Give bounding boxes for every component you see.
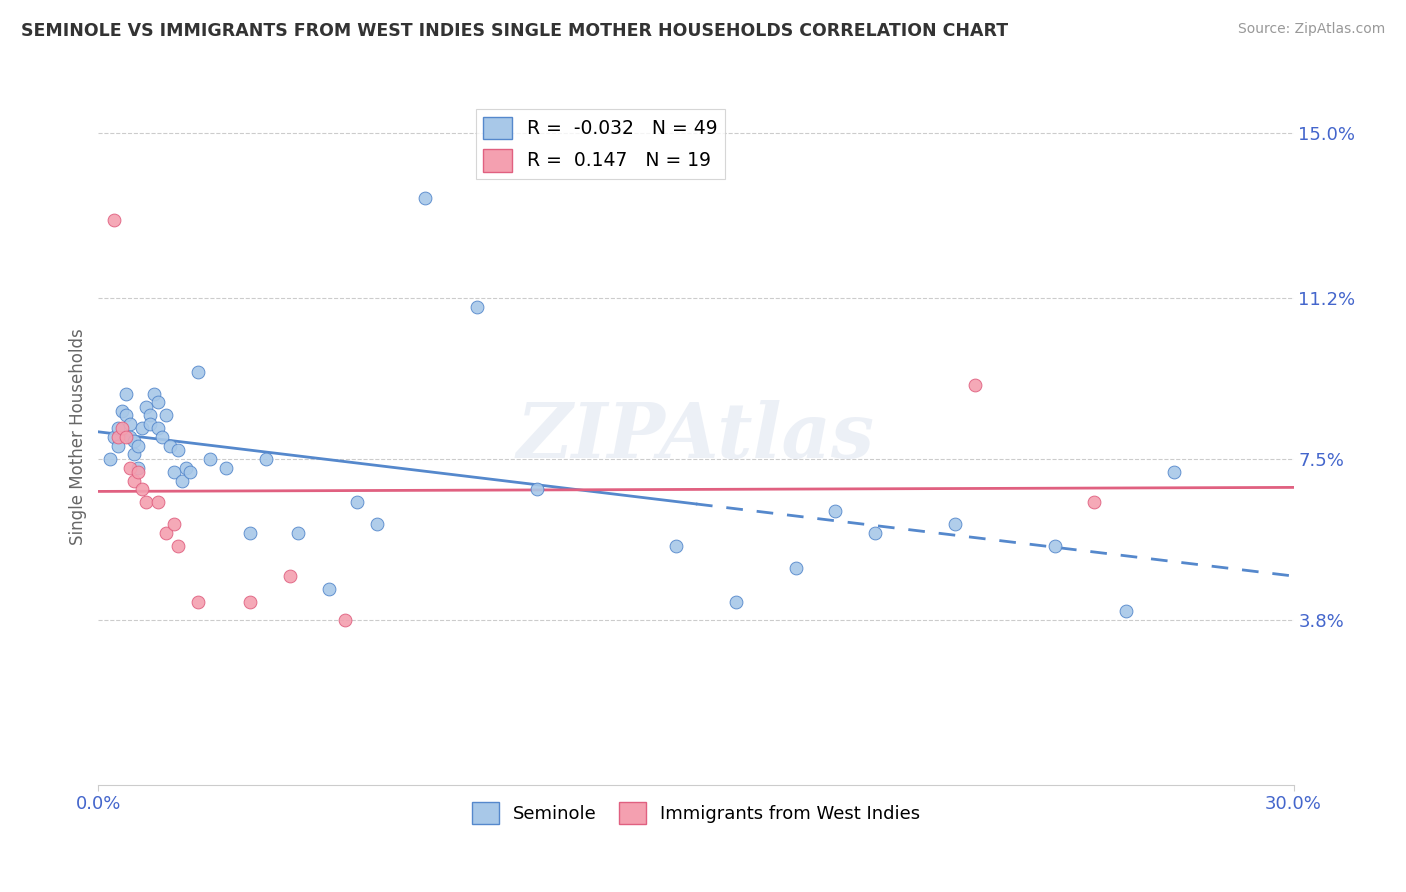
- Point: [785, 560, 807, 574]
- Point: [150, 430, 173, 444]
- Point: [139, 409, 162, 423]
- Point: [124, 447, 146, 462]
- Point: [120, 417, 142, 431]
- Point: [665, 539, 688, 553]
- Point: [103, 430, 125, 444]
- Point: [724, 595, 747, 609]
- Point: [1163, 465, 1185, 479]
- Point: [163, 516, 186, 531]
- Point: [413, 191, 436, 205]
- Point: [120, 430, 142, 444]
- Point: [135, 400, 157, 414]
- Point: [526, 482, 548, 496]
- Point: [127, 460, 149, 475]
- Text: ZIPAtlas: ZIPAtlas: [517, 401, 875, 474]
- Point: [366, 516, 388, 531]
- Point: [155, 525, 177, 540]
- Point: [127, 465, 149, 479]
- Point: [172, 474, 194, 488]
- Point: [174, 460, 197, 475]
- Point: [865, 525, 887, 540]
- Point: [120, 460, 142, 475]
- Point: [131, 421, 153, 435]
- Point: [198, 451, 221, 466]
- Legend: Seminole, Immigrants from West Indies: Seminole, Immigrants from West Indies: [464, 795, 928, 831]
- Point: [115, 409, 138, 423]
- Point: [139, 417, 162, 431]
- Y-axis label: Single Mother Households: Single Mother Households: [69, 329, 87, 545]
- Text: Source: ZipAtlas.com: Source: ZipAtlas.com: [1237, 22, 1385, 37]
- Point: [187, 365, 209, 379]
- Point: [179, 465, 201, 479]
- Point: [187, 595, 209, 609]
- Text: SEMINOLE VS IMMIGRANTS FROM WEST INDIES SINGLE MOTHER HOUSEHOLDS CORRELATION CHA: SEMINOLE VS IMMIGRANTS FROM WEST INDIES …: [21, 22, 1008, 40]
- Point: [124, 434, 146, 449]
- Point: [107, 439, 129, 453]
- Point: [167, 539, 190, 553]
- Point: [335, 613, 357, 627]
- Point: [127, 439, 149, 453]
- Point: [239, 525, 262, 540]
- Point: [1083, 495, 1105, 509]
- Point: [98, 451, 122, 466]
- Point: [287, 525, 309, 540]
- Point: [239, 595, 262, 609]
- Point: [124, 474, 146, 488]
- Point: [254, 451, 277, 466]
- Point: [1043, 539, 1066, 553]
- Point: [131, 482, 153, 496]
- Point: [163, 465, 186, 479]
- Point: [278, 569, 301, 583]
- Point: [159, 439, 181, 453]
- Point: [963, 377, 986, 392]
- Point: [155, 409, 177, 423]
- Point: [465, 300, 488, 314]
- Point: [824, 504, 846, 518]
- Point: [135, 495, 157, 509]
- Point: [111, 421, 134, 435]
- Point: [148, 495, 170, 509]
- Point: [103, 212, 125, 227]
- Point: [1115, 604, 1137, 618]
- Point: [318, 582, 340, 597]
- Point: [115, 430, 138, 444]
- Point: [143, 386, 166, 401]
- Point: [115, 386, 138, 401]
- Point: [943, 516, 966, 531]
- Point: [215, 460, 238, 475]
- Point: [167, 443, 190, 458]
- Point: [148, 395, 170, 409]
- Point: [111, 404, 134, 418]
- Point: [148, 421, 170, 435]
- Point: [107, 430, 129, 444]
- Point: [107, 421, 129, 435]
- Point: [346, 495, 368, 509]
